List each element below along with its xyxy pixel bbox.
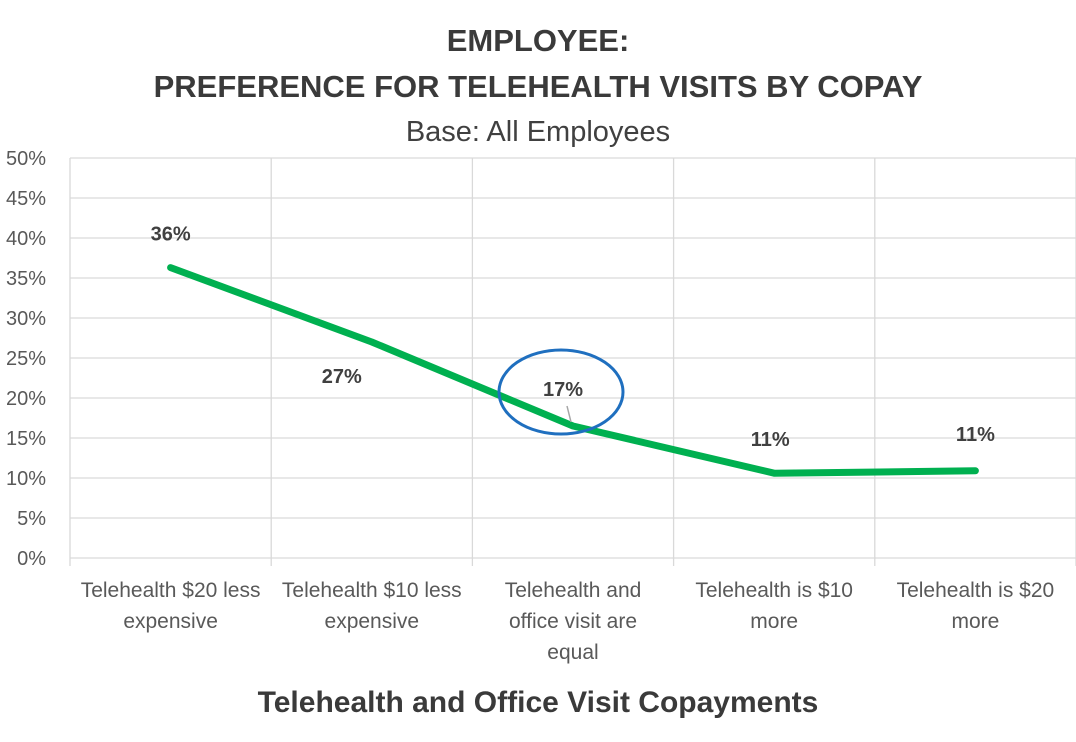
y-tick-label: 50% — [6, 148, 46, 170]
x-tick-label: expensive — [325, 610, 420, 633]
x-tick-label: equal — [547, 641, 598, 664]
data-label: 17% — [543, 379, 583, 401]
x-tick-label: expensive — [123, 610, 218, 633]
y-tick-label: 20% — [6, 388, 46, 410]
x-axis-title: Telehealth and Office Visit Copayments — [257, 686, 819, 719]
y-tick-label: 40% — [6, 228, 46, 250]
x-tick-label: Telehealth and — [505, 579, 642, 602]
x-tick-label: more — [951, 610, 999, 633]
chart-title-block: EMPLOYEE: PREFERENCE FOR TELEHEALTH VISI… — [0, 18, 1076, 154]
y-tick-label: 5% — [17, 508, 46, 530]
data-label: 11% — [751, 429, 790, 451]
y-tick-label: 45% — [6, 188, 46, 210]
chart-title-line-2: PREFERENCE FOR TELEHEALTH VISITS BY COPA… — [153, 69, 923, 104]
x-tick-label: Telehealth is $10 — [695, 579, 853, 602]
y-tick-label: 15% — [6, 428, 46, 450]
x-tick-label: Telehealth $20 less — [81, 579, 261, 602]
y-tick-label: 10% — [6, 468, 46, 490]
x-tick-label: Telehealth $10 less — [282, 579, 462, 602]
y-tick-label: 30% — [6, 308, 46, 330]
y-tick-label: 25% — [6, 348, 46, 370]
y-tick-label: 0% — [17, 548, 46, 570]
data-label: 36% — [151, 224, 191, 246]
x-tick-label: Telehealth is $20 — [897, 579, 1055, 602]
series-line — [167, 264, 979, 477]
highlight-circle — [497, 348, 625, 436]
x-tick-label: more — [750, 610, 798, 633]
y-tick-label: 35% — [6, 268, 46, 290]
data-label: 27% — [322, 366, 362, 388]
chart-subtitle: Base: All Employees — [405, 116, 671, 148]
data-label-leader — [566, 405, 572, 423]
data-label: 11% — [956, 424, 995, 446]
x-tick-label: office visit are — [509, 610, 637, 633]
chart-title-line-1: EMPLOYEE: — [446, 23, 630, 58]
